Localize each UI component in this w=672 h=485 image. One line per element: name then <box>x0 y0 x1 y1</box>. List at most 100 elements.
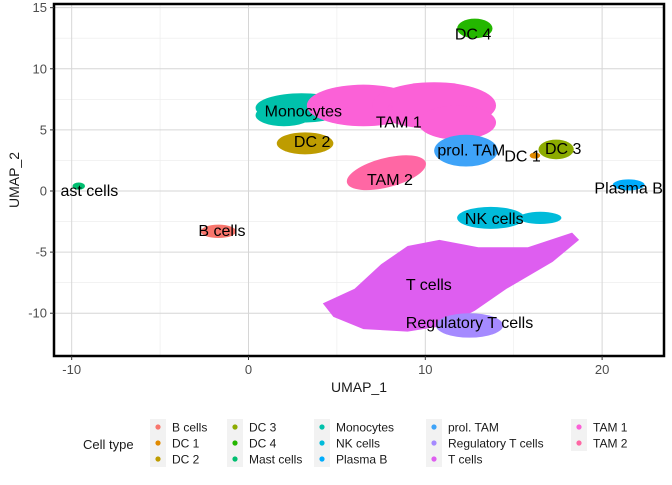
legend-swatch <box>576 424 582 430</box>
cluster-shape <box>519 211 562 224</box>
cluster-label-prol-tam: prol. TAM <box>437 142 505 159</box>
legend-swatch <box>431 440 437 446</box>
legend-item-nk-cells: NK cells <box>314 435 380 451</box>
cluster-tam-2 <box>346 155 426 191</box>
legend: Cell type B cells DC 1 DC 2 DC 3 DC 4 Mast ce… <box>83 419 628 467</box>
cluster-labels: DC 4 Monocytes TAM 1 DC 2 prol. TAM DC 3DC 1 T… <box>60 26 662 331</box>
cluster-label-dc-1: DC 1 <box>504 149 541 166</box>
cluster-t-cells <box>322 232 580 332</box>
x-tick-label: 10 <box>418 362 432 377</box>
x-axis-title: UMAP_1 <box>331 379 387 395</box>
cluster-centroid-point <box>386 104 393 111</box>
legend-swatch <box>232 440 238 446</box>
y-tick-label: -5 <box>35 245 47 260</box>
legend-label: Mast cells <box>249 453 302 467</box>
cluster-regulatory-t-cells <box>435 313 504 338</box>
cluster-label-dc-4: DC 4 <box>455 26 492 43</box>
y-tick-label: 10 <box>33 61 47 76</box>
legend-label: DC 2 <box>172 453 200 467</box>
legend-item-dc-1: DC 1 <box>150 435 200 451</box>
y-tick-label: 0 <box>40 184 47 199</box>
legend-label: DC 4 <box>249 437 277 451</box>
cluster-label-tam-2: TAM 2 <box>367 172 413 189</box>
legend-item-dc-4: DC 4 <box>227 435 277 451</box>
panel-border <box>52 2 666 358</box>
legend-item-mast-cells: Mast cells <box>227 451 302 467</box>
cluster-shape <box>255 104 313 127</box>
legend-label: NK cells <box>336 437 380 451</box>
cluster-centroid-point <box>422 285 429 292</box>
legend-label: Plasma B <box>336 453 387 467</box>
cluster-label-monocytes: Monocytes <box>265 103 342 120</box>
cluster-plasma-b <box>612 179 645 191</box>
cluster-tam-1 <box>306 82 497 140</box>
legend-label: TAM 1 <box>593 421 628 435</box>
cluster-centroid-point <box>298 109 305 116</box>
legend-item-dc-3: DC 3 <box>227 419 277 435</box>
cluster-prol-tam <box>434 134 498 167</box>
cluster-nk-cells <box>457 206 562 229</box>
x-tick-label: 20 <box>595 362 609 377</box>
cluster-centroid-point <box>466 322 473 329</box>
legend-item-tam-1: TAM 1 <box>571 419 628 435</box>
cluster-b-cells <box>200 224 237 239</box>
y-tick-label: 5 <box>40 122 47 137</box>
cluster-label-regulatory-t-cells: Regulatory T cells <box>406 315 533 332</box>
cluster-centroid-point <box>489 214 496 221</box>
legend-swatch <box>576 440 582 446</box>
legend-swatch <box>319 456 325 462</box>
cluster-dc-3 <box>538 139 574 160</box>
x-tick-label: -10 <box>62 362 81 377</box>
legend-swatch <box>319 424 325 430</box>
legend-swatch <box>232 424 238 430</box>
legend-item-tam-2: TAM 2 <box>571 435 628 451</box>
legend-label: DC 1 <box>172 437 200 451</box>
cluster-centroid-point <box>215 228 222 235</box>
cluster-label-plasma-b: Plasma B <box>594 180 662 197</box>
legend-swatch <box>155 456 161 462</box>
legend-swatch <box>319 440 325 446</box>
cluster-centroid-point <box>471 25 478 32</box>
cluster-label-dc-3: DC 3 <box>545 141 582 158</box>
legend-item-monocytes: Monocytes <box>314 419 394 435</box>
legend-item-b-cells: B cells <box>150 419 207 435</box>
y-tick-label: 15 <box>33 0 47 15</box>
cluster-mast-cells <box>72 182 85 190</box>
cluster-centroid-point <box>381 170 388 177</box>
cluster-label-nk-cells: NK cells <box>465 211 524 228</box>
legend-label: T cells <box>448 453 482 467</box>
cluster-centroid-point <box>553 146 560 153</box>
legend-label: TAM 2 <box>593 437 628 451</box>
legend-label: B cells <box>172 421 207 435</box>
legend-swatch <box>431 456 437 462</box>
x-tick-label: 0 <box>245 362 252 377</box>
axis-ticks: -10 0 10 20 -10 -5 0 5 10 15 <box>28 0 609 377</box>
legend-title: Cell type <box>83 437 134 452</box>
cluster-label-ast-cells: ast cells <box>60 183 118 200</box>
legend-item-dc-2: DC 2 <box>150 451 200 467</box>
legend-label: prol. TAM <box>448 421 499 435</box>
legend-item-t-cells: T cells <box>426 451 482 467</box>
cluster-centroid-point <box>302 140 309 147</box>
cluster-centroid-point <box>531 152 538 159</box>
cluster-label-dc-2: DC 2 <box>294 134 331 151</box>
cluster-dc-1 <box>529 152 541 159</box>
cluster-shape <box>418 105 497 140</box>
cluster-label-b-cells: B cells <box>198 223 245 240</box>
legend-swatch <box>431 424 437 430</box>
legend-item-prol-tam: prol. TAM <box>426 419 499 435</box>
y-tick-label: -10 <box>28 306 47 321</box>
legend-item-regulatory-t-cells: Regulatory T cells <box>426 435 544 451</box>
legend-label: Monocytes <box>336 421 394 435</box>
cluster-centroid-point <box>75 183 82 190</box>
cluster-shape <box>322 232 580 332</box>
cluster-dc-4 <box>457 18 493 39</box>
legend-swatch <box>155 440 161 446</box>
y-axis-title: UMAP_2 <box>6 152 22 208</box>
legend-item-plasma-b: Plasma B <box>314 451 387 467</box>
legend-swatch <box>232 456 238 462</box>
cluster-label-tam-1: TAM 1 <box>376 114 422 131</box>
cluster-centroid-point <box>462 147 469 154</box>
